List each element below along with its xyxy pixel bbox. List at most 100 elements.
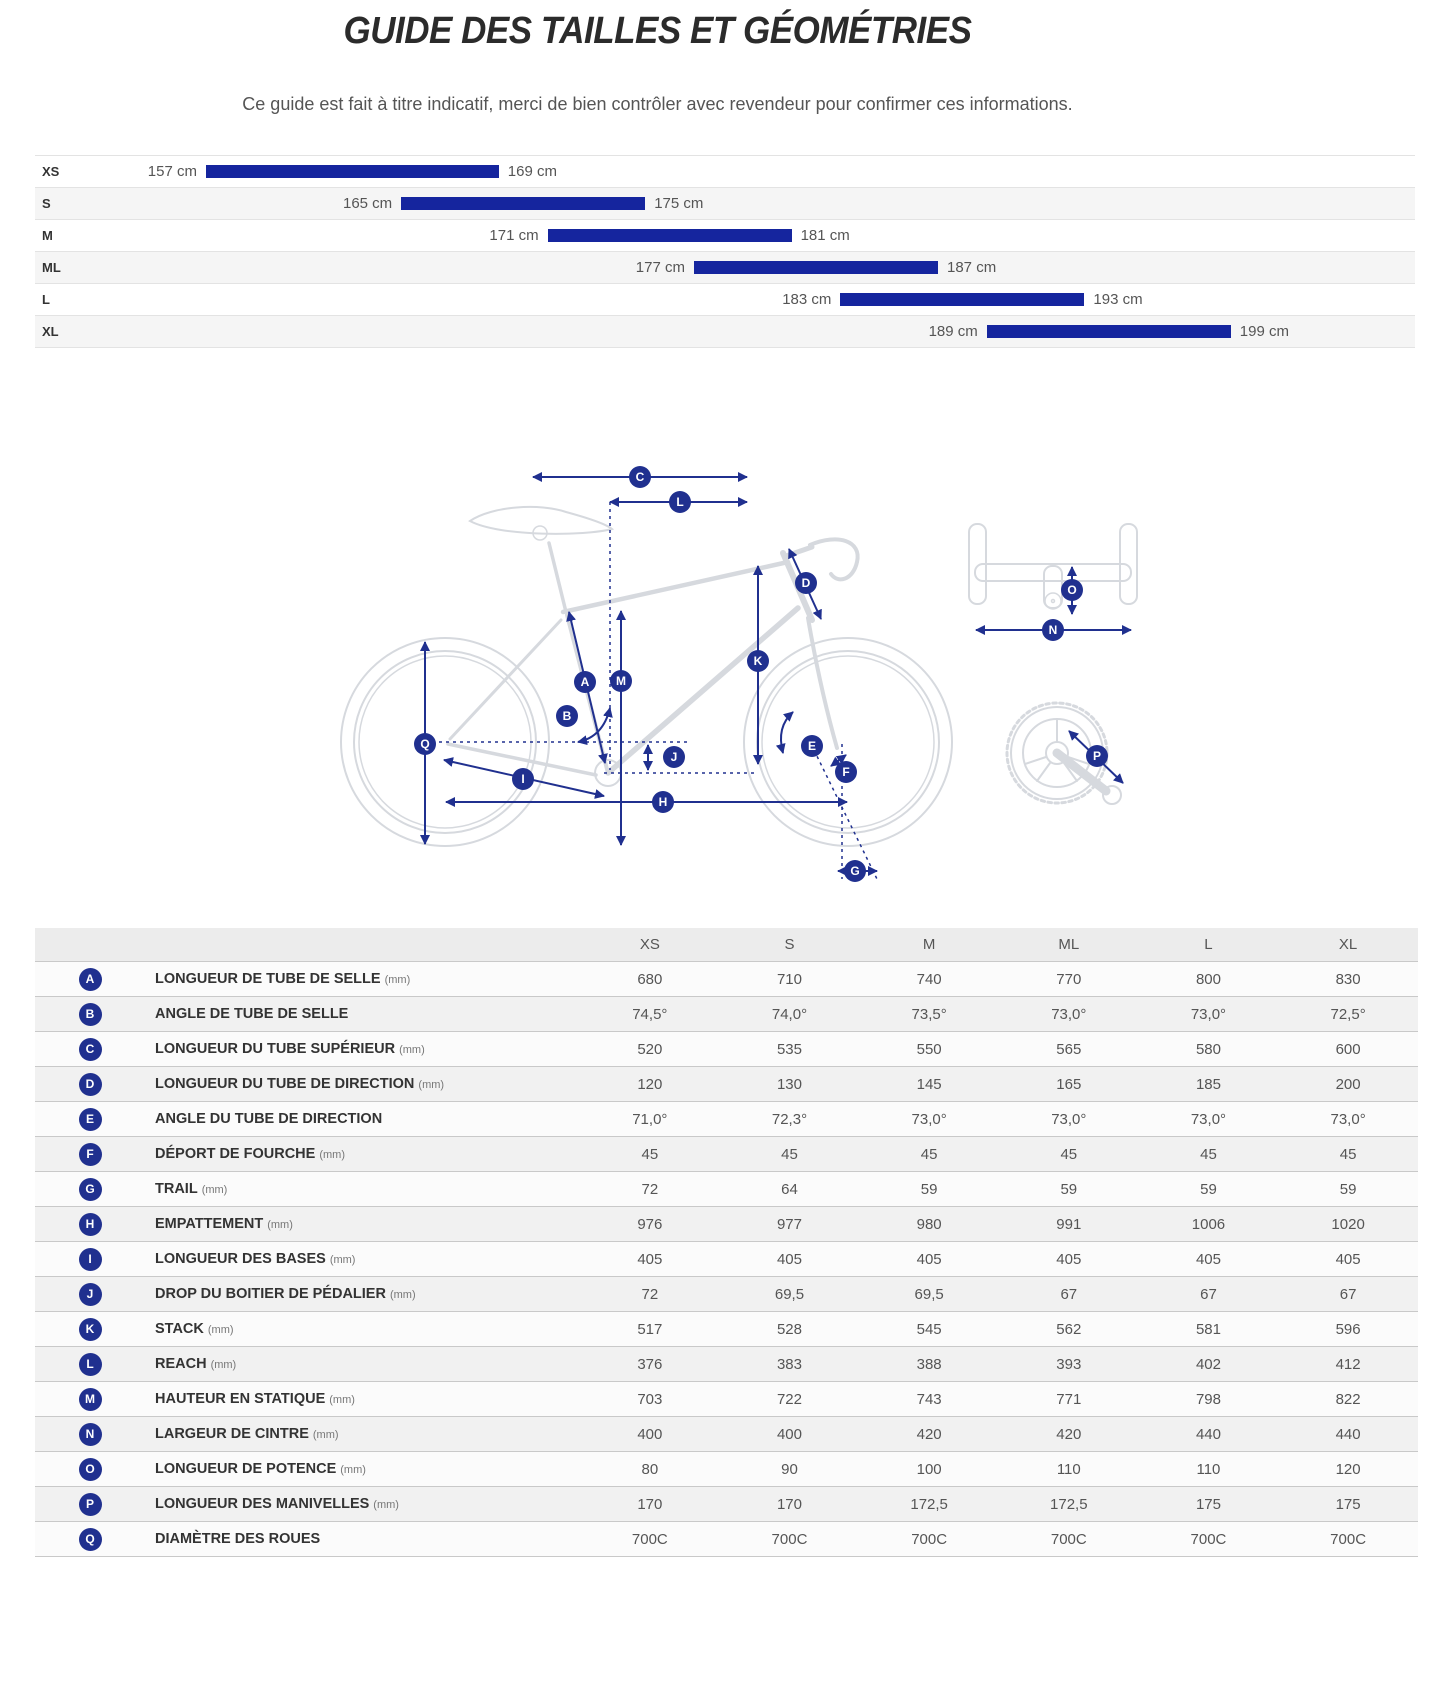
diagram-badges: A B C D E F G H I J K L M N O P Q: [414, 466, 1108, 882]
geo-value: 120: [637, 1075, 663, 1093]
geo-value: 72,5°: [1330, 1005, 1366, 1023]
geo-value: 376: [637, 1355, 663, 1373]
measure-name: REACH: [155, 1356, 207, 1372]
svg-text:A: A: [581, 675, 590, 689]
geo-value: 200: [1335, 1075, 1361, 1093]
geo-value: 59: [1339, 1180, 1357, 1198]
row-badge-cell: D: [35, 1072, 145, 1096]
row-badge-cell: K: [35, 1317, 145, 1341]
row-badge-cell: N: [35, 1422, 145, 1446]
frame-size-label: XS: [42, 164, 60, 179]
geo-value: 130: [776, 1075, 802, 1093]
geo-value: 405: [637, 1250, 663, 1268]
geo-value: 405: [1195, 1250, 1221, 1268]
measure-name: DROP DU BOITIER DE PÉDALIER: [155, 1286, 386, 1302]
table-row-d: D LONGUEUR DU TUBE DE DIRECTION (mm) 120 130…: [35, 1067, 1418, 1102]
row-badge-cell: H: [35, 1212, 145, 1236]
measure-name: DÉPORT DE FOURCHE: [155, 1146, 316, 1162]
geo-value: 420: [916, 1425, 942, 1443]
geo-value: 145: [916, 1075, 942, 1093]
measure-unit: (mm): [329, 1254, 356, 1266]
geo-value: 72: [641, 1180, 659, 1198]
svg-text:M: M: [616, 674, 626, 688]
geo-value: 565: [1056, 1040, 1082, 1058]
measure-unit: (mm): [418, 1079, 445, 1091]
measure-label: LONGUEUR DES MANIVELLES (mm): [145, 1496, 580, 1512]
geo-value: 822: [1335, 1390, 1361, 1408]
measure-name: TRAIL: [155, 1181, 198, 1197]
row-badge-cell: I: [35, 1247, 145, 1271]
badge-E: E: [801, 735, 823, 757]
dim-B-seat-angle: [577, 707, 613, 746]
badge-J: J: [663, 746, 685, 768]
geo-value: 770: [1056, 970, 1082, 988]
measure-name: LONGUEUR DES BASES: [155, 1251, 326, 1267]
geo-value: 185: [1195, 1075, 1221, 1093]
geo-value: 73,0°: [1051, 1005, 1087, 1023]
measure-unit: (mm): [207, 1324, 234, 1336]
geo-value: 1006: [1191, 1215, 1226, 1233]
frame-size-label: S: [42, 196, 51, 211]
row-badge-cell: Q: [35, 1527, 145, 1551]
geo-value: 771: [1056, 1390, 1082, 1408]
measure-name: STACK: [155, 1321, 204, 1337]
geo-value: 73,5°: [911, 1005, 947, 1023]
geo-value: 73,0°: [1190, 1005, 1227, 1023]
measure-name: ANGLE DU TUBE DE DIRECTION: [155, 1111, 383, 1127]
geo-value: 393: [1056, 1355, 1082, 1373]
geo-value: 73,0°: [911, 1110, 947, 1128]
size-row-xs: XS 157 cm 169 cm: [35, 156, 1415, 188]
measure-label: ANGLE DE TUBE DE SELLE: [145, 1006, 580, 1022]
geo-value: 710: [776, 970, 802, 988]
badge-C: C: [629, 466, 651, 488]
geo-value: 596: [1335, 1320, 1361, 1338]
letter-badge: I: [78, 1247, 102, 1271]
measure-label: ANGLE DU TUBE DE DIRECTION: [145, 1111, 580, 1127]
svg-text:L: L: [676, 495, 683, 509]
handlebar-side: [783, 537, 860, 582]
letter-badge: P: [78, 1492, 102, 1516]
table-row-a: A LONGUEUR DE TUBE DE SELLE (mm) 680 710 740 7…: [35, 962, 1418, 997]
geo-value: 67: [1060, 1285, 1078, 1303]
table-row-f: F DÉPORT DE FOURCHE (mm) 45 45 45 45 45 45: [35, 1137, 1418, 1172]
measure-label: HAUTEUR EN STATIQUE (mm): [145, 1391, 580, 1407]
frame-size-label: ML: [42, 260, 61, 275]
row-badge-cell: L: [35, 1352, 145, 1376]
svg-text:F: F: [842, 765, 849, 779]
geo-value: 175: [1335, 1495, 1361, 1513]
row-badge-cell: O: [35, 1457, 145, 1481]
measure-name: HAUTEUR EN STATIQUE: [155, 1391, 326, 1407]
height-range-bar: [840, 293, 1085, 306]
table-row-j: J DROP DU BOITIER DE PÉDALIER (mm) 72 69,5 69…: [35, 1277, 1418, 1312]
row-badge-cell: P: [35, 1492, 145, 1516]
svg-text:N: N: [1049, 623, 1058, 637]
measure-name: LONGUEUR DE TUBE DE SELLE: [155, 971, 381, 987]
badge-F: F: [835, 761, 857, 783]
geo-value: 740: [916, 970, 942, 988]
geo-value: 175: [1195, 1495, 1221, 1513]
geo-value: 172,5: [1050, 1495, 1088, 1513]
geo-value: 165: [1056, 1075, 1082, 1093]
measure-label: TRAIL (mm): [145, 1181, 580, 1197]
geo-value: 722: [776, 1390, 802, 1408]
height-max-label: 169 cm: [507, 163, 557, 180]
svg-text:G: G: [850, 864, 859, 878]
dim-E-head-angle: [775, 711, 794, 754]
geo-value: 405: [1335, 1250, 1361, 1268]
measure-label: DIAMÈTRE DES ROUES: [145, 1531, 580, 1547]
measure-label: REACH (mm): [145, 1356, 580, 1372]
geo-value: 680: [637, 970, 663, 988]
geo-value: 71,0°: [632, 1110, 668, 1128]
geo-value: 80: [641, 1460, 659, 1478]
geo-value: 90: [781, 1460, 798, 1478]
rider-height-chart: XS 157 cm 169 cm S 165 cm 175 cm M 171 cm 181 cm…: [35, 155, 1415, 348]
badge-P: P: [1086, 745, 1108, 767]
geo-value: 45: [920, 1145, 938, 1163]
height-min-label: 171 cm: [489, 227, 539, 244]
badge-G: G: [844, 860, 866, 882]
letter-badge: F: [78, 1142, 102, 1166]
geo-value: 976: [637, 1215, 663, 1233]
measure-label: STACK (mm): [145, 1321, 580, 1337]
geo-value: 172,5: [910, 1495, 948, 1513]
svg-text:I: I: [521, 772, 524, 786]
